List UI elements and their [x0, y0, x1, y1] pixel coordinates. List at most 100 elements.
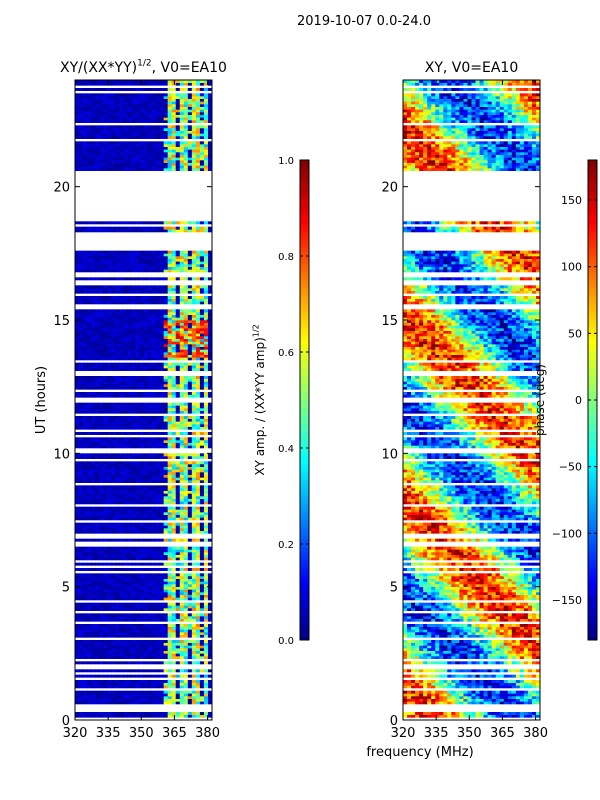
- heatmap-cell: [79, 712, 84, 715]
- heatmap-cell: [95, 568, 100, 571]
- heatmap-cell: [183, 528, 189, 531]
- heatmap-cell: [191, 226, 197, 230]
- heatmap-cell: [207, 229, 213, 233]
- heatmap-cell: [147, 573, 152, 577]
- heatmap-cell: [123, 584, 128, 587]
- heatmap-cell: [183, 506, 189, 510]
- heatmap-cell: [195, 346, 201, 350]
- heatmap-cell: [191, 322, 197, 326]
- heatmap-cell: [123, 392, 128, 395]
- heatmap-cell: [179, 264, 185, 267]
- heatmap-cell: [111, 586, 116, 590]
- heatmap-cell: [159, 312, 165, 315]
- heatmap-cell: [183, 144, 189, 147]
- heatmap-cell: [203, 581, 209, 585]
- heatmap-cell: [127, 152, 132, 155]
- heatmap-cell: [179, 229, 185, 233]
- heatmap-cell: [159, 149, 165, 153]
- heatmap-cell: [139, 309, 144, 313]
- heatmap-cell: [163, 506, 169, 510]
- heatmap-cell: [171, 394, 177, 398]
- heatmap-cell: [99, 618, 104, 622]
- heatmap-cell: [87, 322, 92, 326]
- heatmap-cell: [119, 309, 124, 313]
- heatmap-cell: [203, 320, 209, 323]
- heatmap-cell: [79, 488, 84, 491]
- heatmap-cell: [163, 538, 169, 542]
- heatmap-cell: [163, 469, 169, 473]
- heatmap-cell: [179, 384, 185, 387]
- heatmap-cell: [179, 669, 185, 673]
- heatmap-cell: [135, 634, 140, 638]
- heatmap-cell: [131, 522, 136, 526]
- heatmap-cell: [179, 442, 185, 446]
- heatmap-cell: [143, 312, 148, 315]
- heatmap-cell: [131, 690, 136, 694]
- heatmap-cell: [151, 416, 156, 419]
- heatmap-cell: [99, 378, 104, 382]
- heatmap-cell: [111, 546, 116, 550]
- heatmap-cell: [187, 525, 193, 529]
- heatmap-cell: [175, 381, 181, 385]
- heatmap-cell: [183, 152, 189, 155]
- heatmap-cell: [183, 269, 189, 273]
- heatmap-cell: [75, 146, 80, 150]
- heatmap-cell: [147, 352, 152, 355]
- heatmap-cell: [99, 506, 104, 510]
- heatmap-cell: [199, 490, 205, 494]
- heatmap-cell: [187, 440, 193, 443]
- heatmap-cell: [115, 629, 120, 633]
- heatmap-cell: [79, 498, 84, 502]
- heatmap-cell: [87, 669, 92, 673]
- heatmap-cell: [111, 250, 116, 254]
- heatmap-cell: [179, 517, 185, 521]
- heatmap-cell: [147, 562, 152, 566]
- heatmap-cell: [183, 690, 189, 694]
- heatmap-cell: [95, 312, 100, 315]
- heatmap-cell: [187, 349, 193, 353]
- heatmap-cell: [91, 384, 96, 387]
- heatmap-cell: [167, 256, 173, 259]
- heatmap-cell: [83, 269, 88, 273]
- heatmap-cell: [79, 629, 84, 633]
- heatmap-cell: [115, 336, 120, 339]
- heatmap-cell: [99, 640, 104, 643]
- heatmap-cell: [195, 682, 201, 686]
- heatmap-cell: [83, 669, 88, 673]
- heatmap-cell: [151, 418, 156, 422]
- heatmap-cell: [171, 421, 177, 425]
- heatmap-cell: [155, 336, 161, 339]
- heatmap-cell: [107, 266, 112, 270]
- heatmap-cell: [103, 256, 108, 259]
- heatmap-cell: [175, 461, 181, 465]
- heatmap-cell: [203, 301, 209, 305]
- heatmap-cell: [83, 469, 88, 473]
- heatmap-cell: [143, 714, 148, 718]
- heatmap-cell: [139, 250, 144, 254]
- heatmap-cell: [159, 656, 165, 659]
- heatmap-cell: [79, 618, 84, 622]
- heatmap-cell: [207, 362, 213, 366]
- heatmap-cell: [83, 640, 88, 643]
- heatmap-cell: [163, 381, 169, 385]
- heatmap-cell: [175, 256, 181, 259]
- heatmap-cell: [179, 410, 185, 414]
- heatmap-cell: [187, 426, 193, 430]
- heatmap-cell: [139, 602, 144, 606]
- heatmap-cell: [195, 357, 201, 361]
- heatmap-cell: [91, 509, 96, 513]
- heatmap-cell: [187, 597, 193, 601]
- heatmap-cell: [195, 480, 201, 483]
- heatmap-cell: [163, 712, 169, 715]
- heatmap-cell: [131, 144, 136, 147]
- heatmap-cell: [79, 554, 84, 558]
- heatmap-cell: [207, 261, 213, 265]
- heatmap-cell: [183, 501, 189, 505]
- heatmap-cell: [155, 352, 161, 355]
- heatmap-cell: [131, 229, 136, 233]
- heatmap-cell: [159, 680, 165, 683]
- heatmap-cell: [75, 514, 80, 518]
- heatmap-cell: [75, 642, 80, 646]
- heatmap-cell: [119, 477, 124, 481]
- heatmap-cell: [135, 250, 140, 254]
